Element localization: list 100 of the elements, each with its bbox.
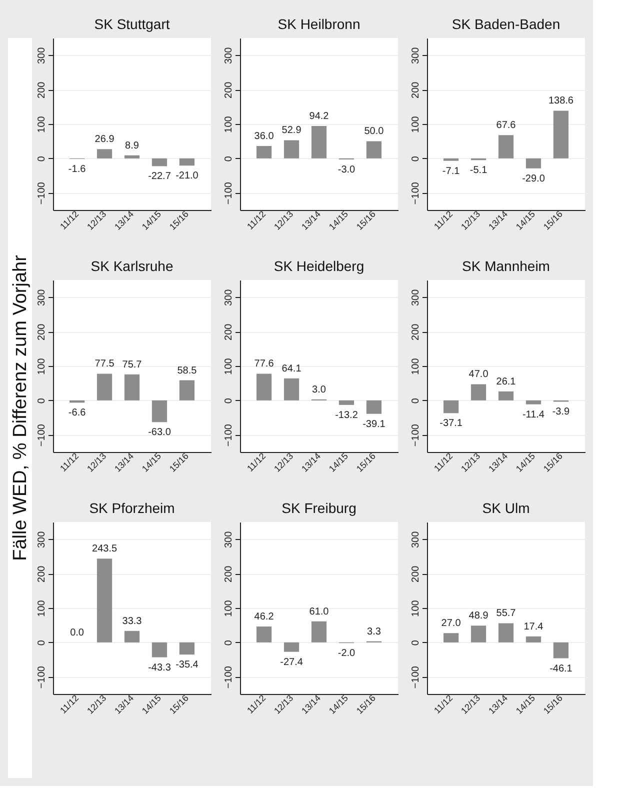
chart-title: SK Stuttgart: [94, 16, 170, 32]
data-label: -3.9: [552, 406, 570, 418]
data-label: 243.5: [92, 544, 118, 555]
bar: [311, 621, 327, 642]
y-tick-label: 0: [36, 156, 48, 162]
y-tick-label: 300: [224, 46, 234, 64]
y-tick-label: 100: [410, 600, 422, 617]
data-label: 3.3: [367, 626, 382, 638]
bar: [256, 146, 272, 158]
data-label: -46.1: [550, 663, 573, 674]
y-tick-label: −100: [410, 424, 422, 447]
data-label: -37.1: [440, 418, 463, 430]
data-label: 77.5: [94, 358, 115, 370]
chart-title: SK Heilbronn: [278, 16, 360, 32]
data-label: -11.4: [522, 409, 545, 420]
y-tick-label: 300: [410, 530, 422, 548]
data-label: 26.9: [94, 134, 115, 146]
y-tick-label: −100: [224, 182, 234, 205]
y-tick-label: −100: [36, 424, 48, 447]
data-label: -27.4: [280, 656, 304, 668]
y-tick-label: 0: [410, 398, 422, 404]
bar: [96, 149, 112, 158]
bar: [553, 110, 569, 158]
data-label: -22.7: [148, 171, 172, 182]
y-tick-label: 0: [410, 156, 422, 162]
y-tick-label: 0: [224, 398, 234, 404]
data-label: 64.1: [282, 363, 302, 374]
data-label: -5.1: [470, 165, 488, 176]
bar: [124, 630, 140, 642]
y-tick-label: −100: [36, 182, 48, 205]
bar: [526, 400, 542, 404]
data-label: 94.2: [309, 110, 330, 122]
bar: [366, 141, 382, 158]
y-tick-label: 0: [224, 640, 234, 646]
data-label: -2.0: [338, 648, 356, 660]
bar: [284, 378, 300, 400]
y-tick-label: 100: [410, 116, 422, 133]
y-tick-label: −100: [224, 666, 234, 689]
bar: [284, 140, 300, 158]
bar: [256, 374, 272, 400]
y-tick-label: 100: [36, 600, 48, 617]
bar: [443, 633, 459, 642]
data-label: -21.0: [176, 170, 199, 182]
bar: [470, 384, 486, 400]
data-label: 0.0: [70, 627, 84, 638]
y-tick-label: 200: [36, 565, 48, 582]
bar: [553, 642, 569, 658]
bar: [443, 158, 459, 161]
y-tick-label: 0: [36, 398, 48, 404]
chart-title: SK Baden-Baden: [452, 16, 560, 32]
y-tick-label: −100: [224, 424, 234, 447]
bar: [284, 642, 300, 652]
data-label: -3.0: [338, 164, 356, 176]
chart-title: SK Pforzheim: [89, 500, 175, 516]
data-label: -43.3: [148, 662, 172, 674]
bar: [498, 391, 514, 400]
chart-title: SK Karlsruhe: [90, 258, 174, 274]
y-tick-label: 300: [410, 288, 422, 306]
y-tick-label: 100: [224, 600, 234, 617]
data-label: -63.0: [148, 427, 172, 438]
data-label: 55.7: [496, 608, 516, 620]
data-label: 77.6: [254, 358, 274, 370]
data-label: 46.2: [254, 612, 274, 623]
bar: [470, 626, 486, 642]
y-tick-label: 0: [410, 640, 422, 646]
y-tick-label: −100: [410, 182, 422, 205]
data-label: 50.0: [364, 126, 384, 138]
y-tick-label: −100: [410, 666, 422, 689]
data-label: 8.9: [125, 140, 140, 152]
y-tick-label: 200: [410, 81, 422, 98]
bar: [179, 642, 195, 655]
data-label: -6.6: [68, 408, 86, 419]
bar: [179, 380, 195, 400]
y-tick-label: 200: [410, 323, 422, 340]
bar: [498, 623, 514, 642]
y-tick-label: 100: [36, 116, 48, 133]
data-label: 26.1: [496, 376, 516, 388]
chart-title: SK Freiburg: [282, 500, 356, 516]
data-label: 58.5: [177, 365, 198, 376]
y-tick-label: 100: [224, 116, 234, 133]
bar: [443, 400, 459, 414]
bar: [526, 158, 542, 168]
bar: [526, 636, 542, 642]
data-label: -35.4: [176, 660, 199, 671]
y-tick-label: 200: [224, 323, 234, 340]
data-label: -1.6: [68, 164, 86, 175]
data-label: 47.0: [468, 369, 489, 380]
bar: [498, 135, 514, 158]
chart-title: SK Mannheim: [462, 258, 550, 274]
y-tick-label: 300: [36, 530, 48, 548]
chart-title: SK Heidelberg: [274, 258, 364, 274]
data-label: 33.3: [122, 616, 142, 627]
y-tick-label: 100: [224, 358, 234, 375]
y-tick-label: 300: [36, 288, 48, 306]
bar: [338, 400, 354, 405]
y-tick-label: 300: [410, 46, 422, 64]
y-tick-label: −100: [36, 666, 48, 689]
chart-title: SK Ulm: [482, 500, 530, 516]
bar: [256, 626, 272, 642]
bar: [179, 158, 195, 166]
